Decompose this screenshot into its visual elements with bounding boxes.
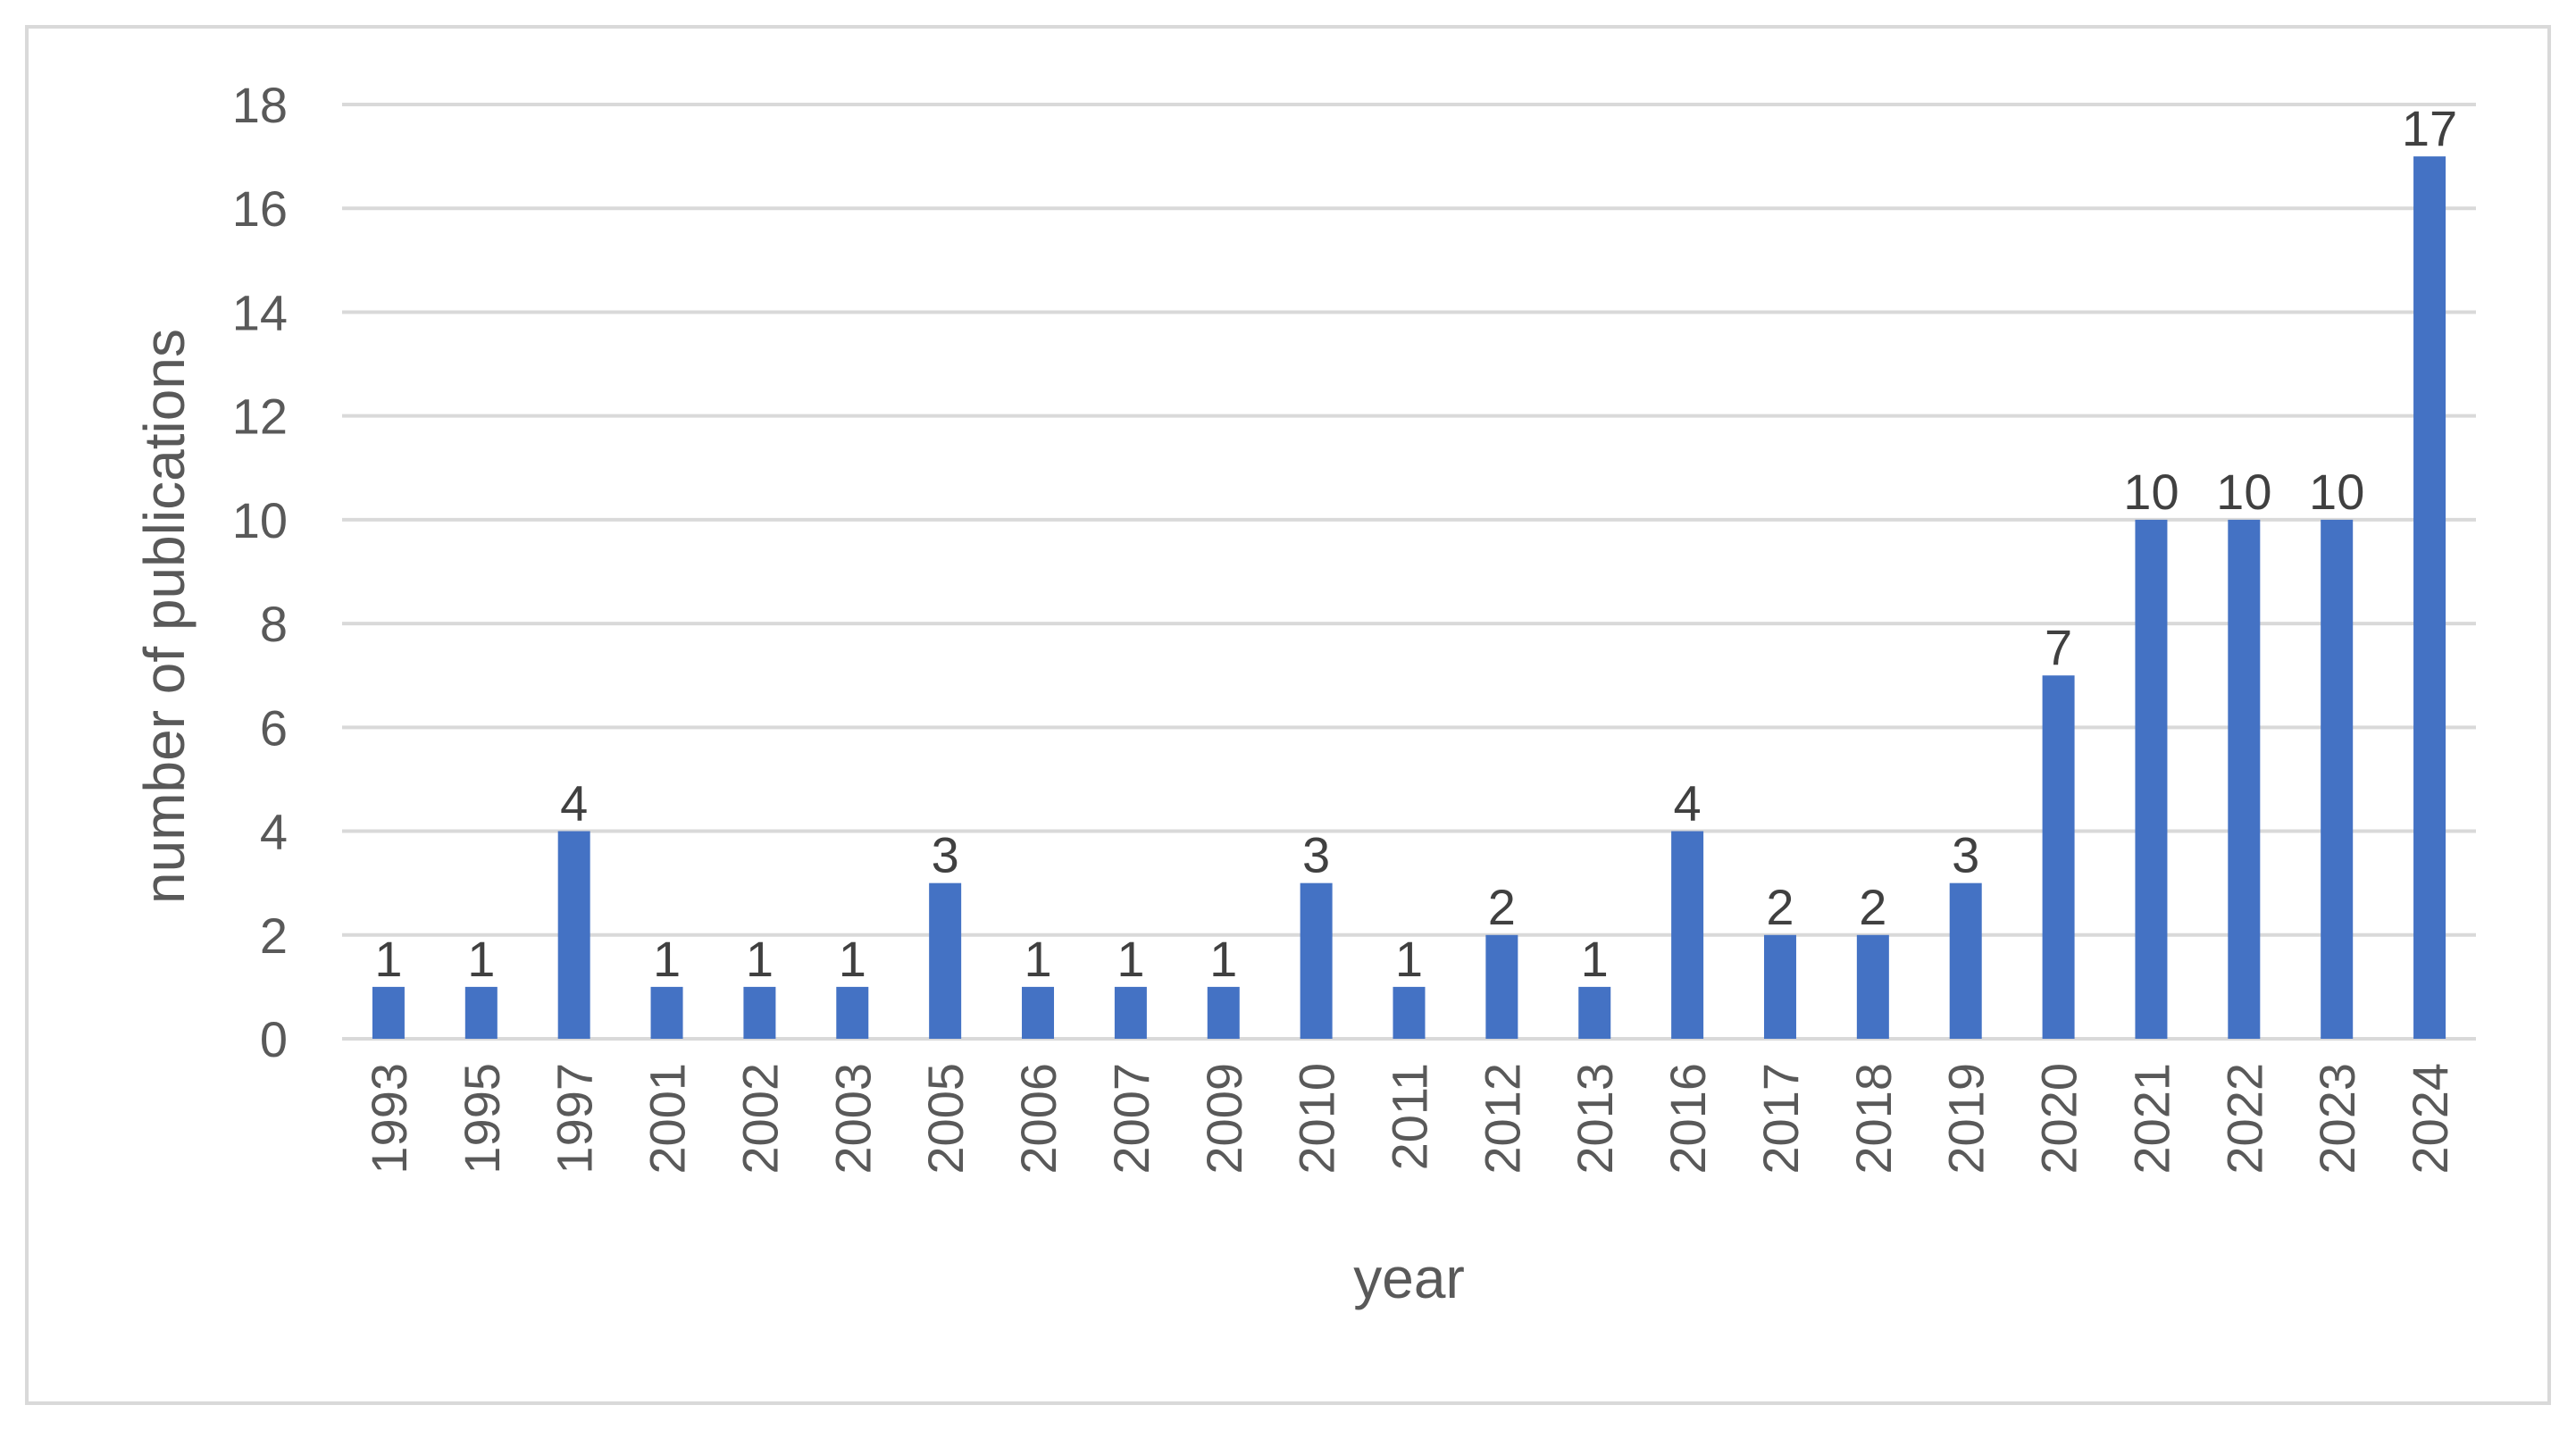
x-tick-label: 2021 — [2123, 1063, 2179, 1175]
data-label: 1 — [1581, 931, 1609, 987]
data-label: 1 — [746, 931, 774, 987]
bar — [1856, 934, 1889, 1039]
x-tick-label: 1993 — [361, 1063, 417, 1175]
x-tick-label: 2016 — [1660, 1063, 1716, 1175]
x-tick-label: 2010 — [1289, 1063, 1345, 1175]
data-label: 1 — [653, 931, 681, 987]
x-tick-label: 2007 — [1103, 1063, 1159, 1175]
x-tick-label: 2018 — [1845, 1063, 1902, 1175]
bar — [2321, 519, 2354, 1039]
x-tick-label: 2011 — [1382, 1063, 1438, 1170]
y-tick-label: 6 — [260, 699, 288, 756]
data-label: 17 — [2402, 100, 2457, 156]
x-tick-label: 2006 — [1010, 1063, 1066, 1175]
bar — [2228, 519, 2261, 1039]
gridlines — [342, 103, 2476, 1041]
bar — [2413, 156, 2446, 1040]
data-label: 3 — [1952, 827, 1979, 883]
data-label: 1 — [467, 931, 495, 987]
x-tick-label: 2012 — [1474, 1063, 1530, 1175]
y-tick-label: 0 — [260, 1011, 288, 1067]
x-tick-label: 2003 — [824, 1063, 881, 1175]
data-label: 3 — [1302, 827, 1330, 883]
data-label: 10 — [2309, 464, 2364, 520]
data-label: 4 — [560, 775, 588, 832]
data-label: 1 — [1117, 931, 1144, 987]
data-label: 1 — [1395, 931, 1423, 987]
data-label: 1 — [1024, 931, 1051, 987]
bar — [1300, 882, 1333, 1039]
data-label: 4 — [1674, 775, 1702, 832]
y-tick-label: 14 — [232, 284, 288, 340]
bars — [372, 156, 2446, 1040]
y-tick-label: 12 — [232, 389, 288, 445]
bar — [1022, 986, 1055, 1039]
bar — [1949, 882, 1982, 1039]
x-tick-label: 2022 — [2216, 1063, 2272, 1175]
x-axis-ticks: 1993 1995 1997 2001 2002 2003 2005 2006 2007 2009… — [361, 1063, 2458, 1175]
bar — [1671, 831, 1704, 1039]
x-tick-label: 2013 — [1567, 1063, 1623, 1175]
data-label: 10 — [2123, 464, 2179, 520]
x-tick-label: 1997 — [547, 1063, 603, 1175]
y-tick-label: 18 — [232, 77, 288, 133]
bar — [2135, 519, 2168, 1039]
bar — [836, 986, 869, 1039]
bar — [650, 986, 683, 1039]
x-axis-title: year — [1353, 1246, 1465, 1310]
bar — [464, 986, 498, 1039]
y-tick-label: 4 — [260, 804, 288, 860]
data-label: 2 — [1488, 879, 1516, 935]
x-tick-label: 2023 — [2309, 1063, 2365, 1175]
y-axis-title: number of publications — [132, 329, 197, 904]
bar — [1485, 934, 1518, 1039]
bar — [929, 882, 962, 1039]
y-axis-ticks: 0 2 4 6 8 10 12 14 16 18 — [232, 77, 288, 1067]
bar — [1114, 986, 1147, 1039]
data-label: 7 — [2045, 619, 2072, 675]
bar — [372, 986, 405, 1039]
x-tick-label: 2001 — [640, 1063, 696, 1175]
bar — [1393, 986, 1426, 1039]
bar — [2042, 675, 2075, 1039]
x-tick-label: 2009 — [1196, 1063, 1252, 1175]
bar — [1763, 934, 1796, 1039]
chart-frame — [25, 25, 2551, 1405]
x-tick-label: 2019 — [1938, 1063, 1995, 1175]
data-label: 2 — [1766, 879, 1794, 935]
data-label: 3 — [932, 827, 959, 883]
y-tick-label: 10 — [232, 492, 288, 548]
x-tick-label: 2005 — [917, 1063, 974, 1175]
x-tick-label: 2002 — [732, 1063, 788, 1175]
y-tick-label: 16 — [232, 180, 288, 237]
data-label: 2 — [1859, 879, 1886, 935]
data-labels: 1 1 4 1 1 1 3 1 1 1 3 1 2 1 4 2 2 3 7 10 10 10 17 — [374, 100, 2457, 987]
x-tick-label: 2024 — [2402, 1063, 2458, 1175]
data-label: 10 — [2216, 464, 2271, 520]
bar — [1207, 986, 1240, 1039]
y-tick-label: 8 — [260, 596, 288, 652]
bar — [1578, 986, 1611, 1039]
x-tick-label: 2017 — [1752, 1063, 1809, 1175]
bar — [557, 831, 590, 1039]
data-label: 1 — [839, 931, 866, 987]
bar — [743, 986, 776, 1039]
x-tick-label: 1995 — [454, 1063, 510, 1175]
data-label: 1 — [1209, 931, 1237, 987]
y-tick-label: 2 — [260, 907, 288, 964]
data-label: 1 — [374, 931, 402, 987]
x-tick-label: 2020 — [2031, 1063, 2087, 1175]
